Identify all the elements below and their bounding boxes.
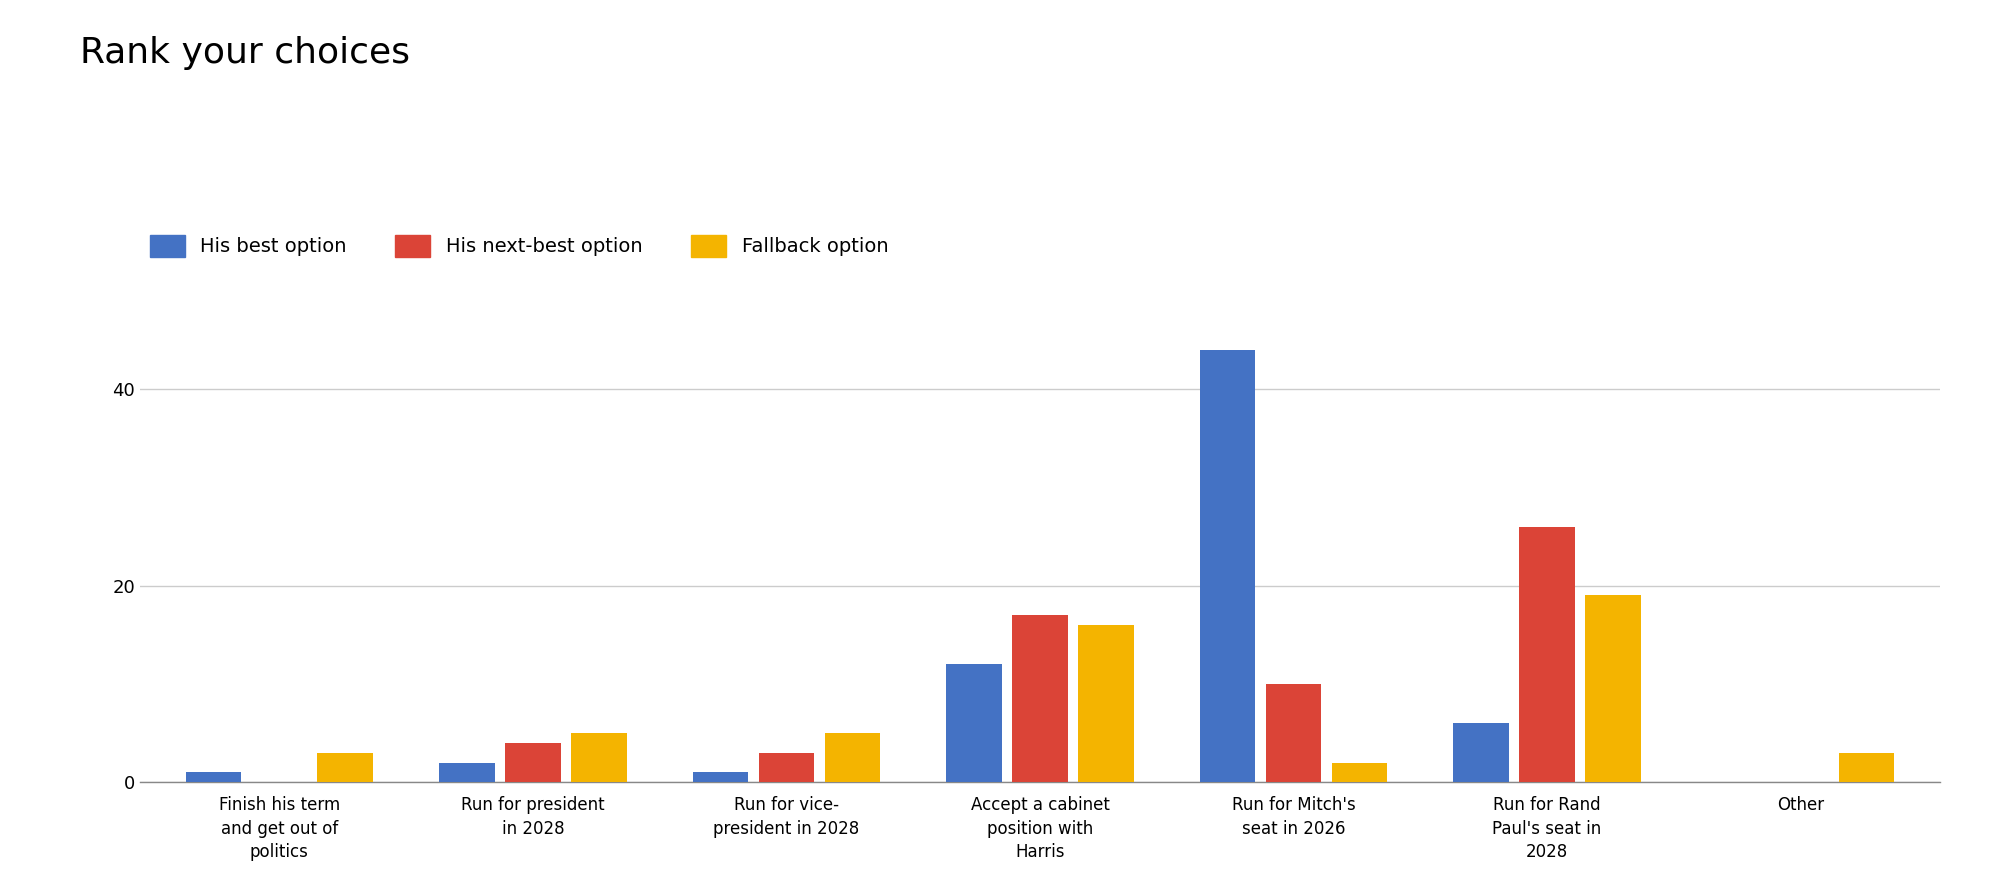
Bar	[440, 763, 494, 782]
Bar	[1332, 763, 1388, 782]
Bar	[186, 773, 242, 782]
Bar	[570, 733, 626, 782]
Bar	[1078, 625, 1134, 782]
Bar	[1266, 684, 1322, 782]
Bar	[1454, 724, 1510, 782]
Bar	[1838, 753, 1894, 782]
Bar	[824, 733, 880, 782]
Text: Rank your choices: Rank your choices	[80, 36, 410, 69]
Bar	[1012, 615, 1068, 782]
Bar	[506, 743, 560, 782]
Bar	[318, 753, 374, 782]
Bar	[1200, 349, 1256, 782]
Legend: His best option, His next-best option, Fallback option: His best option, His next-best option, F…	[150, 235, 888, 257]
Bar	[946, 664, 1002, 782]
Bar	[758, 753, 814, 782]
Bar	[1586, 596, 1640, 782]
Bar	[692, 773, 748, 782]
Bar	[1520, 526, 1574, 782]
